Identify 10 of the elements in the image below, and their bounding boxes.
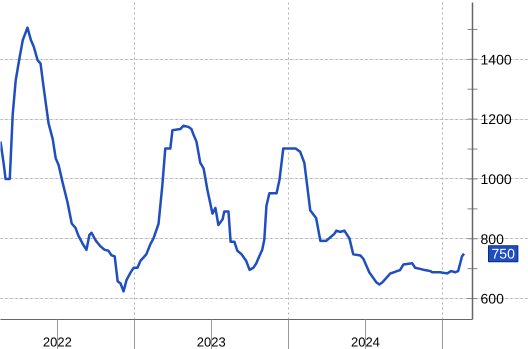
x-tick-label: 2022 <box>42 334 72 349</box>
x-tick-label: 2023 <box>196 334 226 349</box>
annotation: 750 <box>492 246 516 262</box>
y-tick-label: 800 <box>480 230 504 247</box>
y-tick-label: 1200 <box>480 111 512 128</box>
y-tick-label: 1000 <box>480 170 512 187</box>
y-tick-label: 1400 <box>480 51 512 68</box>
x-tick-label: 2024 <box>350 334 380 349</box>
y-tick-label: 600 <box>480 290 504 307</box>
line-series <box>0 26 466 293</box>
